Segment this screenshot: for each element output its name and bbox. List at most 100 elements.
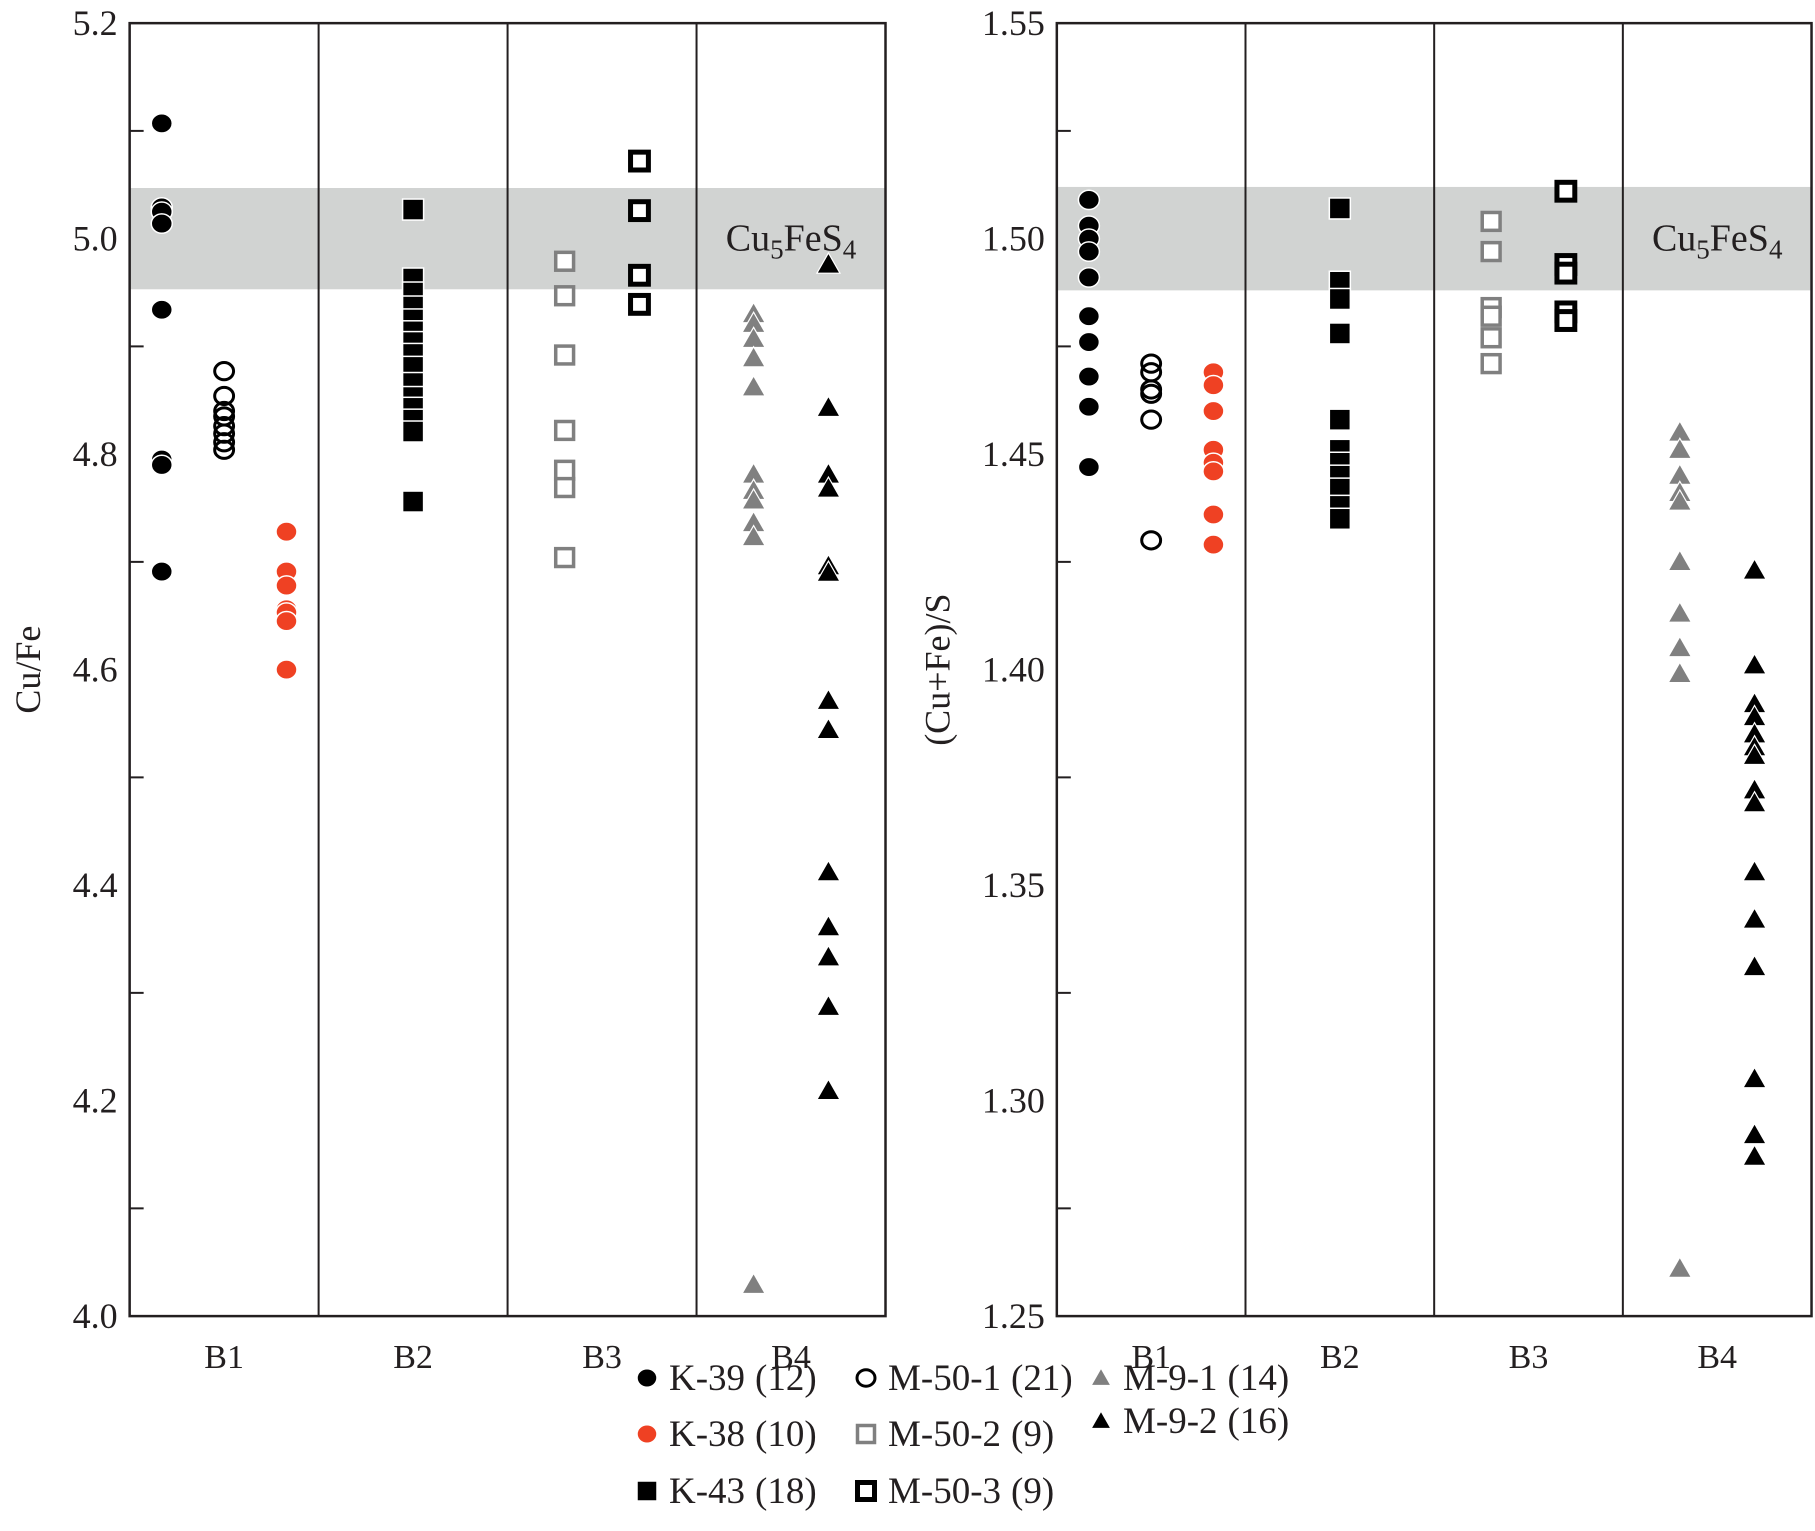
data-point <box>1328 287 1352 311</box>
data-point <box>213 439 236 460</box>
data-point <box>1202 374 1225 396</box>
x-category-label: B4 <box>1697 1339 1737 1376</box>
data-point <box>213 361 236 382</box>
data-point <box>1741 1066 1768 1089</box>
data-point <box>213 432 236 453</box>
data-point <box>628 292 651 316</box>
data-point <box>553 250 576 272</box>
data-point <box>553 459 576 481</box>
data-point <box>815 859 842 882</box>
legend-label: M-50-1 (21) <box>888 1358 1073 1399</box>
data-point <box>1202 504 1225 525</box>
legend-marker <box>636 1368 658 1388</box>
legend-item-m-50-1: M-50-1 (21) <box>855 1358 1073 1399</box>
data-point <box>1140 353 1163 374</box>
series-m-50-3 <box>628 149 651 316</box>
data-point <box>1480 240 1502 263</box>
data-point <box>1741 652 1768 675</box>
series-m-9-2 <box>815 251 842 1101</box>
data-point <box>275 575 298 596</box>
x-category-label: B1 <box>204 1339 244 1376</box>
legend-item-k-39: K-39 (12) <box>636 1358 817 1399</box>
data-point <box>1140 530 1163 551</box>
legend-item-k-38: K-38 (10) <box>636 1414 817 1455</box>
y-tick-label: 1.35 <box>982 865 1045 905</box>
data-point <box>741 374 767 397</box>
data-point <box>741 487 767 510</box>
x-category-label: B4 <box>771 1339 811 1376</box>
x-category-label: B1 <box>1131 1339 1171 1376</box>
series-m-50-3 <box>1554 179 1578 332</box>
data-point <box>1077 305 1101 327</box>
data-point <box>401 198 425 221</box>
legend-label: K-38 (10) <box>669 1414 817 1455</box>
data-point <box>628 149 651 173</box>
legend-marker <box>855 1423 877 1445</box>
data-point <box>815 944 842 967</box>
y-tick-label: 1.30 <box>982 1081 1045 1121</box>
y-tick-label: 5.0 <box>73 219 118 259</box>
data-point <box>150 112 174 134</box>
series-m-9-1 <box>741 301 767 1295</box>
legend-label: M-9-1 (14) <box>1123 1358 1289 1399</box>
data-point <box>1077 366 1101 387</box>
data-point <box>1667 549 1693 572</box>
data-point <box>741 524 767 547</box>
data-point <box>815 559 842 582</box>
data-point <box>1741 859 1768 882</box>
legend-label: M-50-2 (9) <box>888 1414 1054 1455</box>
data-point <box>1077 456 1101 478</box>
data-point <box>815 717 842 740</box>
x-category-label: B3 <box>1509 1339 1549 1376</box>
data-point <box>1741 1122 1768 1145</box>
data-point <box>1741 743 1768 766</box>
legend-label: K-43 (18) <box>669 1471 817 1512</box>
data-point <box>815 395 842 418</box>
y-tick-label: 1.50 <box>982 219 1045 259</box>
data-point <box>553 476 576 499</box>
legend-item-k-43: K-43 (18) <box>636 1471 817 1512</box>
panel-right-cufe-s: 1.25 1.30 1.35 1.40 1.45 1.50 1.55 (Cu+Fe)/S B1 B… <box>918 3 1813 1376</box>
data-point <box>150 561 174 582</box>
data-point <box>1077 241 1101 262</box>
legend-item-m-9-2: M-9-2 (16) <box>1090 1401 1289 1442</box>
data-point <box>1741 557 1768 580</box>
data-point <box>213 385 236 407</box>
legend-marker <box>1090 1409 1112 1430</box>
y-tick-label: 1.40 <box>982 650 1045 690</box>
data-point <box>1480 352 1502 375</box>
data-point <box>213 400 236 422</box>
data-point <box>815 475 842 498</box>
legend-marker <box>1090 1366 1112 1387</box>
data-point <box>1480 327 1502 349</box>
data-point <box>1741 906 1768 929</box>
data-point <box>628 199 651 223</box>
data-point <box>1667 661 1693 684</box>
legend-marker <box>855 1480 877 1502</box>
data-point <box>741 345 767 368</box>
data-point <box>1667 1255 1693 1278</box>
data-point <box>1667 600 1693 623</box>
data-point <box>1077 396 1101 418</box>
y-tick-label: 4.2 <box>73 1081 118 1121</box>
data-point <box>1202 534 1225 556</box>
data-point <box>1554 179 1578 203</box>
data-point <box>275 610 298 632</box>
x-category-label: B3 <box>582 1339 622 1376</box>
data-point <box>1077 331 1101 353</box>
legend-item-m-9-1: M-9-1 (14) <box>1090 1358 1289 1399</box>
data-point <box>815 914 842 937</box>
data-point <box>1667 488 1693 511</box>
data-point <box>1202 460 1225 482</box>
x-category-label: B2 <box>1320 1339 1360 1376</box>
series-m-50-2 <box>553 250 576 569</box>
legend-label: M-9-2 (16) <box>1123 1401 1289 1442</box>
series-m-50-2 <box>1480 210 1502 375</box>
data-point <box>553 419 576 442</box>
legend-label: M-50-3 (9) <box>888 1471 1054 1512</box>
data-point <box>1667 437 1693 460</box>
data-point <box>275 659 298 681</box>
series-k-38 <box>1202 361 1225 556</box>
data-point <box>1741 954 1768 977</box>
